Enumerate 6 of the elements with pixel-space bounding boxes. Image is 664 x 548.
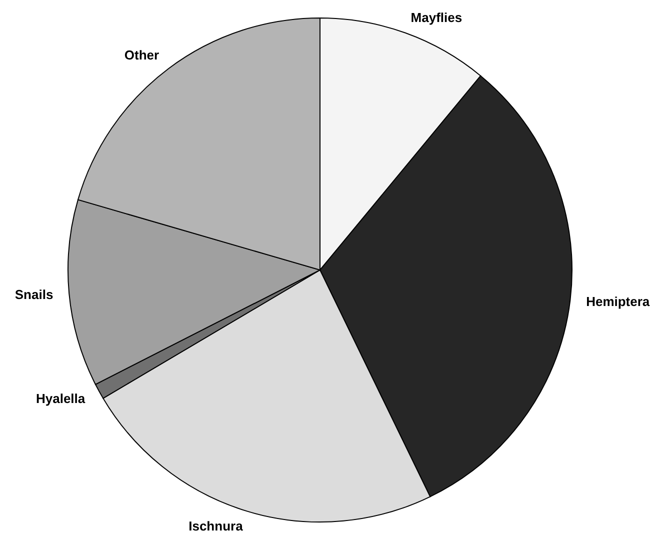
slice-label: Other xyxy=(124,48,160,63)
slice-label: Mayflies xyxy=(410,10,462,25)
slice-label: Snails xyxy=(14,287,54,302)
slice-label: Ischnura xyxy=(188,518,244,534)
slice-label: Hemiptera xyxy=(586,294,650,309)
slice-label: Hyalella xyxy=(36,391,86,406)
